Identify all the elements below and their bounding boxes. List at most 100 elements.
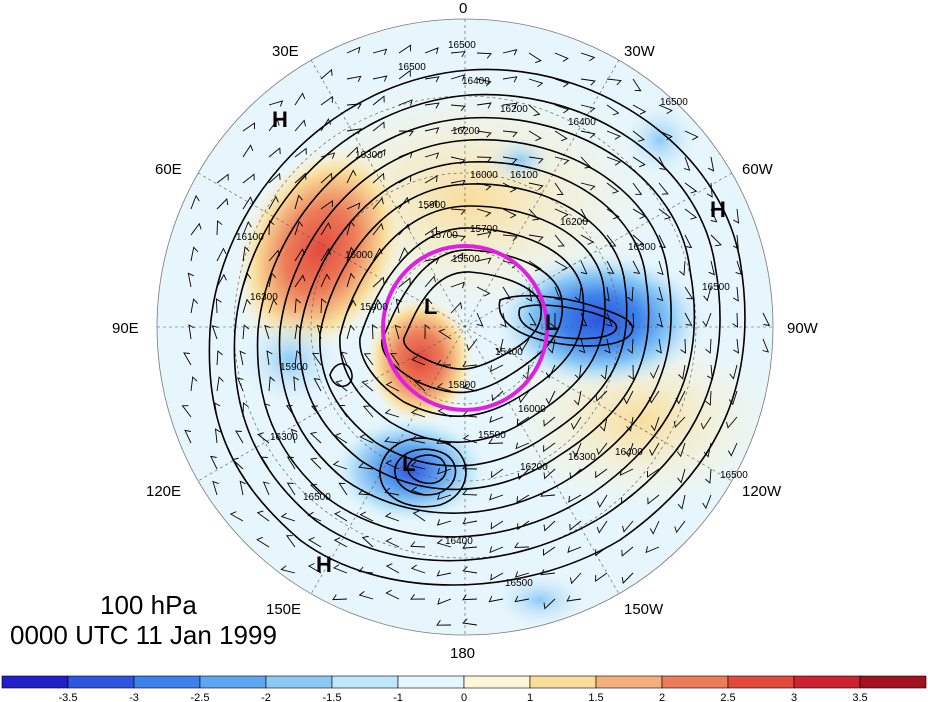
wind-barb xyxy=(410,461,426,470)
wind-barb xyxy=(190,194,200,210)
low-center-label: L xyxy=(402,451,415,476)
contour-label: 16000 xyxy=(518,404,546,415)
wind-barb xyxy=(678,364,686,380)
wind-barb xyxy=(395,298,402,314)
wind-barb xyxy=(595,572,608,582)
wind-barb xyxy=(294,172,307,184)
wind-barb xyxy=(242,246,250,262)
wind-barb xyxy=(216,247,227,262)
wind-barb xyxy=(502,102,518,109)
colorbar-tick-labels: -3.5 -3 -2.5 -2 -1.5 -1 0 1 1.5 2 2.5 3 3.5 xyxy=(59,692,868,702)
colorbar-swatch xyxy=(199,675,267,689)
wind-barb xyxy=(320,298,327,314)
wind-barb xyxy=(424,152,440,159)
contour-label: 15500 xyxy=(478,430,506,441)
wind-barb xyxy=(450,74,466,81)
wind-barb xyxy=(476,182,492,191)
wind-barb xyxy=(600,364,608,380)
wind-barb xyxy=(543,598,556,610)
longitude-label: 90E xyxy=(112,320,139,337)
wind-barb xyxy=(436,620,452,626)
wind-barb xyxy=(398,247,408,262)
wind-barb xyxy=(398,196,410,210)
wind-barb xyxy=(528,52,542,64)
colorbar-tick-label: -2.5 xyxy=(191,692,210,702)
wind-barb xyxy=(346,46,361,54)
height-contours xyxy=(208,68,746,586)
wind-barb xyxy=(489,546,504,554)
wind-barb xyxy=(268,376,275,392)
wind-barb xyxy=(450,156,466,165)
colorbar-tick-label: 1.5 xyxy=(588,692,603,702)
wind-barb xyxy=(372,276,385,288)
wind-barb xyxy=(346,220,355,236)
wind-barb xyxy=(528,234,544,242)
wind-barb xyxy=(733,208,740,224)
wind-barb xyxy=(684,234,693,249)
wind-barb xyxy=(650,364,660,379)
contour-label: 16400 xyxy=(445,536,473,547)
wind-barb xyxy=(359,511,374,522)
wind-barb xyxy=(358,566,374,574)
wind-barb xyxy=(578,338,586,354)
wind-barb xyxy=(476,102,492,109)
wind-barb xyxy=(462,411,478,418)
wind-barb xyxy=(726,416,738,429)
contour-label: 16400 xyxy=(568,117,596,128)
wind-barb xyxy=(239,350,246,366)
low-center-label: L xyxy=(545,310,558,335)
wind-barb xyxy=(398,277,411,288)
wind-barb xyxy=(362,405,374,418)
wind-barb xyxy=(658,208,672,220)
wind-barb xyxy=(627,286,634,302)
wind-barb xyxy=(606,260,615,274)
wind-barb xyxy=(569,520,582,531)
wind-barb xyxy=(489,493,504,501)
wind-barb xyxy=(242,272,252,288)
wind-barb xyxy=(580,156,592,169)
wind-barb xyxy=(528,312,537,326)
colorbar-tick-label: 1 xyxy=(527,692,533,702)
wind-barb xyxy=(346,146,359,158)
wind-barb xyxy=(346,202,361,210)
wind-barb xyxy=(398,174,412,184)
wind-barb xyxy=(645,546,660,554)
wind-barb xyxy=(710,208,718,223)
longitude-label: 150E xyxy=(266,601,301,618)
wind-barb xyxy=(566,595,582,602)
wind-barb xyxy=(268,272,277,288)
wind-barb xyxy=(518,390,530,404)
wind-barb xyxy=(410,594,426,600)
wind-barb xyxy=(216,173,229,184)
wind-barb xyxy=(268,100,284,107)
wind-barb xyxy=(703,286,712,302)
wind-barb xyxy=(549,312,556,328)
wind-barb xyxy=(372,148,386,158)
wind-barb xyxy=(674,520,686,534)
wind-barb xyxy=(372,222,384,236)
wind-barb xyxy=(334,510,348,522)
wind-barb xyxy=(491,390,504,402)
contour-label: 16300 xyxy=(568,452,596,463)
contour-label: 16100 xyxy=(236,232,264,243)
wind-barb xyxy=(568,494,582,503)
wind-barb xyxy=(398,44,412,54)
wind-barb xyxy=(338,482,348,496)
wind-barb xyxy=(309,431,322,444)
contour-label: 16000 xyxy=(345,250,373,261)
contour-label: 16100 xyxy=(510,170,538,181)
wind-barb xyxy=(554,130,568,142)
wind-barb xyxy=(294,92,306,106)
wind-barb xyxy=(762,338,770,353)
wind-barb xyxy=(706,182,713,198)
colorbar-tick-label: -2 xyxy=(261,692,271,702)
wind-barb xyxy=(705,390,712,406)
wind-barb xyxy=(242,402,249,418)
wind-barb xyxy=(424,324,431,340)
wind-barb xyxy=(424,175,438,184)
wind-barb xyxy=(437,598,452,605)
contour-label: 15900 xyxy=(280,362,308,373)
wind-barb xyxy=(596,520,608,534)
wind-barb xyxy=(264,324,271,340)
wind-barb xyxy=(385,459,400,470)
